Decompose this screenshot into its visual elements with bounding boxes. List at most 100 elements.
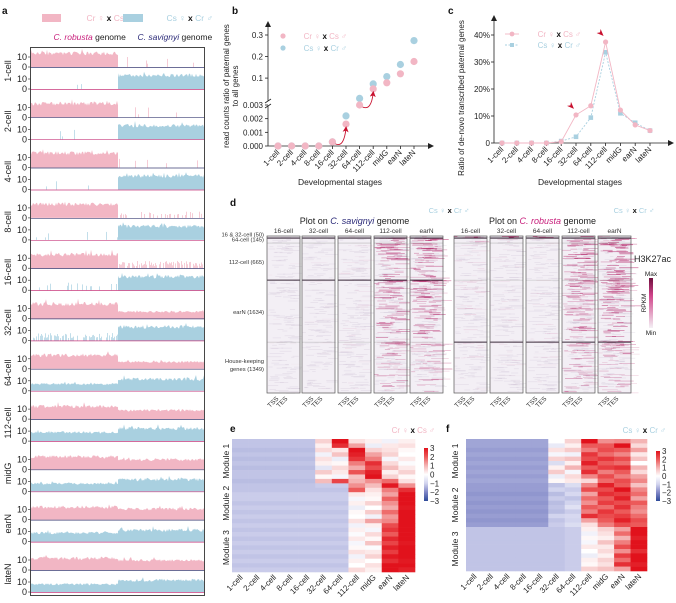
coverage-spike bbox=[106, 337, 107, 341]
signal-streak bbox=[354, 252, 365, 253]
signal-streak bbox=[576, 314, 586, 316]
signal-streak bbox=[383, 312, 393, 313]
signal-streak bbox=[562, 258, 579, 259]
signal-streak bbox=[394, 344, 400, 345]
signal-streak bbox=[307, 323, 319, 325]
signal-streak bbox=[432, 282, 436, 284]
signal-streak bbox=[356, 306, 368, 308]
signal-streak bbox=[338, 354, 352, 356]
y-tick-label: 0 bbox=[22, 464, 27, 474]
heatmap-cell bbox=[482, 483, 500, 488]
heatmap-cell bbox=[581, 527, 598, 532]
signal-streak bbox=[528, 321, 544, 322]
signal-streak bbox=[326, 380, 338, 381]
signal-streak bbox=[477, 277, 491, 279]
signal-streak bbox=[616, 294, 625, 296]
heatmap-cell bbox=[381, 496, 399, 502]
signal-streak bbox=[323, 270, 328, 271]
signal-streak bbox=[343, 325, 349, 326]
signal-streak bbox=[621, 375, 639, 376]
signal-streak bbox=[581, 309, 592, 311]
signal-streak bbox=[564, 370, 585, 372]
signal-streak bbox=[470, 358, 483, 360]
signal-streak bbox=[350, 339, 362, 340]
signal-streak bbox=[397, 287, 405, 289]
signal-streak bbox=[500, 280, 512, 281]
signal-streak bbox=[607, 350, 623, 351]
signal-streak bbox=[435, 244, 441, 245]
heatmap-cell bbox=[482, 557, 500, 563]
signal-streak bbox=[375, 264, 389, 265]
signal-streak bbox=[316, 258, 321, 260]
signal-streak bbox=[355, 300, 361, 301]
signal-streak bbox=[464, 308, 483, 310]
signal-streak bbox=[586, 353, 592, 355]
signal-streak bbox=[321, 342, 332, 343]
signal-streak bbox=[423, 275, 434, 276]
heatmap-cell bbox=[232, 540, 249, 546]
heatmap-cell bbox=[381, 487, 399, 493]
signal-streak bbox=[386, 283, 390, 284]
signal-streak bbox=[400, 292, 412, 294]
coverage-area bbox=[31, 201, 118, 218]
coverage-spike bbox=[177, 260, 178, 269]
signal-streak bbox=[623, 277, 627, 278]
signal-streak bbox=[375, 324, 390, 325]
signal-streak bbox=[602, 341, 607, 342]
signal-streak bbox=[508, 313, 515, 315]
signal-streak bbox=[349, 337, 361, 339]
signal-streak bbox=[511, 326, 523, 327]
signal-streak bbox=[584, 286, 598, 288]
coverage-area bbox=[118, 71, 204, 89]
heatmap-cell bbox=[381, 563, 399, 568]
signal-streak bbox=[287, 295, 300, 296]
signal-streak bbox=[320, 353, 331, 355]
heatmap-cell bbox=[365, 456, 383, 462]
heatmap-cell bbox=[515, 465, 533, 471]
signal-streak bbox=[432, 325, 441, 326]
heatmap-cell bbox=[348, 474, 366, 480]
heatmap-cell bbox=[466, 527, 483, 532]
signal-streak bbox=[423, 331, 431, 333]
heatmap-cell bbox=[482, 513, 500, 519]
heatmap-cell bbox=[531, 478, 549, 484]
signal-streak bbox=[579, 338, 584, 340]
heatmap-cell bbox=[232, 505, 249, 511]
heatmap-cell bbox=[298, 474, 316, 480]
heatmap-cell bbox=[248, 447, 266, 453]
signal-streak bbox=[509, 384, 520, 386]
heatmap-cell bbox=[365, 452, 383, 458]
signal-streak bbox=[287, 246, 295, 247]
signal-streak bbox=[618, 383, 637, 384]
signal-streak bbox=[473, 270, 486, 271]
signal-streak bbox=[383, 280, 393, 282]
signal-streak bbox=[399, 385, 404, 387]
signal-streak bbox=[426, 327, 434, 329]
coverage-area bbox=[31, 351, 118, 369]
signal-streak bbox=[434, 368, 453, 370]
signal-streak bbox=[422, 390, 435, 392]
signal-streak bbox=[622, 290, 638, 291]
signal-streak bbox=[472, 264, 487, 265]
signal-streak bbox=[379, 243, 399, 245]
coverage-spike bbox=[113, 338, 114, 341]
signal-streak bbox=[454, 357, 460, 359]
heatmap-cell bbox=[232, 523, 249, 528]
x-tick-label: 4-cell bbox=[492, 572, 512, 592]
signal-streak bbox=[551, 263, 558, 265]
heatmap-cell bbox=[298, 439, 316, 444]
signal-streak bbox=[325, 294, 334, 295]
heatmap-cell bbox=[298, 505, 316, 511]
signal-streak bbox=[431, 377, 446, 379]
signal-streak bbox=[285, 324, 295, 326]
signal-streak bbox=[467, 282, 477, 283]
heatmap-cell bbox=[232, 487, 249, 493]
signal-streak bbox=[422, 346, 436, 347]
signal-streak bbox=[583, 356, 596, 358]
heatmap-cell bbox=[348, 487, 366, 493]
signal-streak bbox=[619, 374, 623, 376]
data-point-cs-female bbox=[588, 115, 594, 120]
signal-streak bbox=[305, 281, 322, 282]
coverage-spike bbox=[192, 213, 193, 218]
signal-streak bbox=[600, 340, 611, 341]
